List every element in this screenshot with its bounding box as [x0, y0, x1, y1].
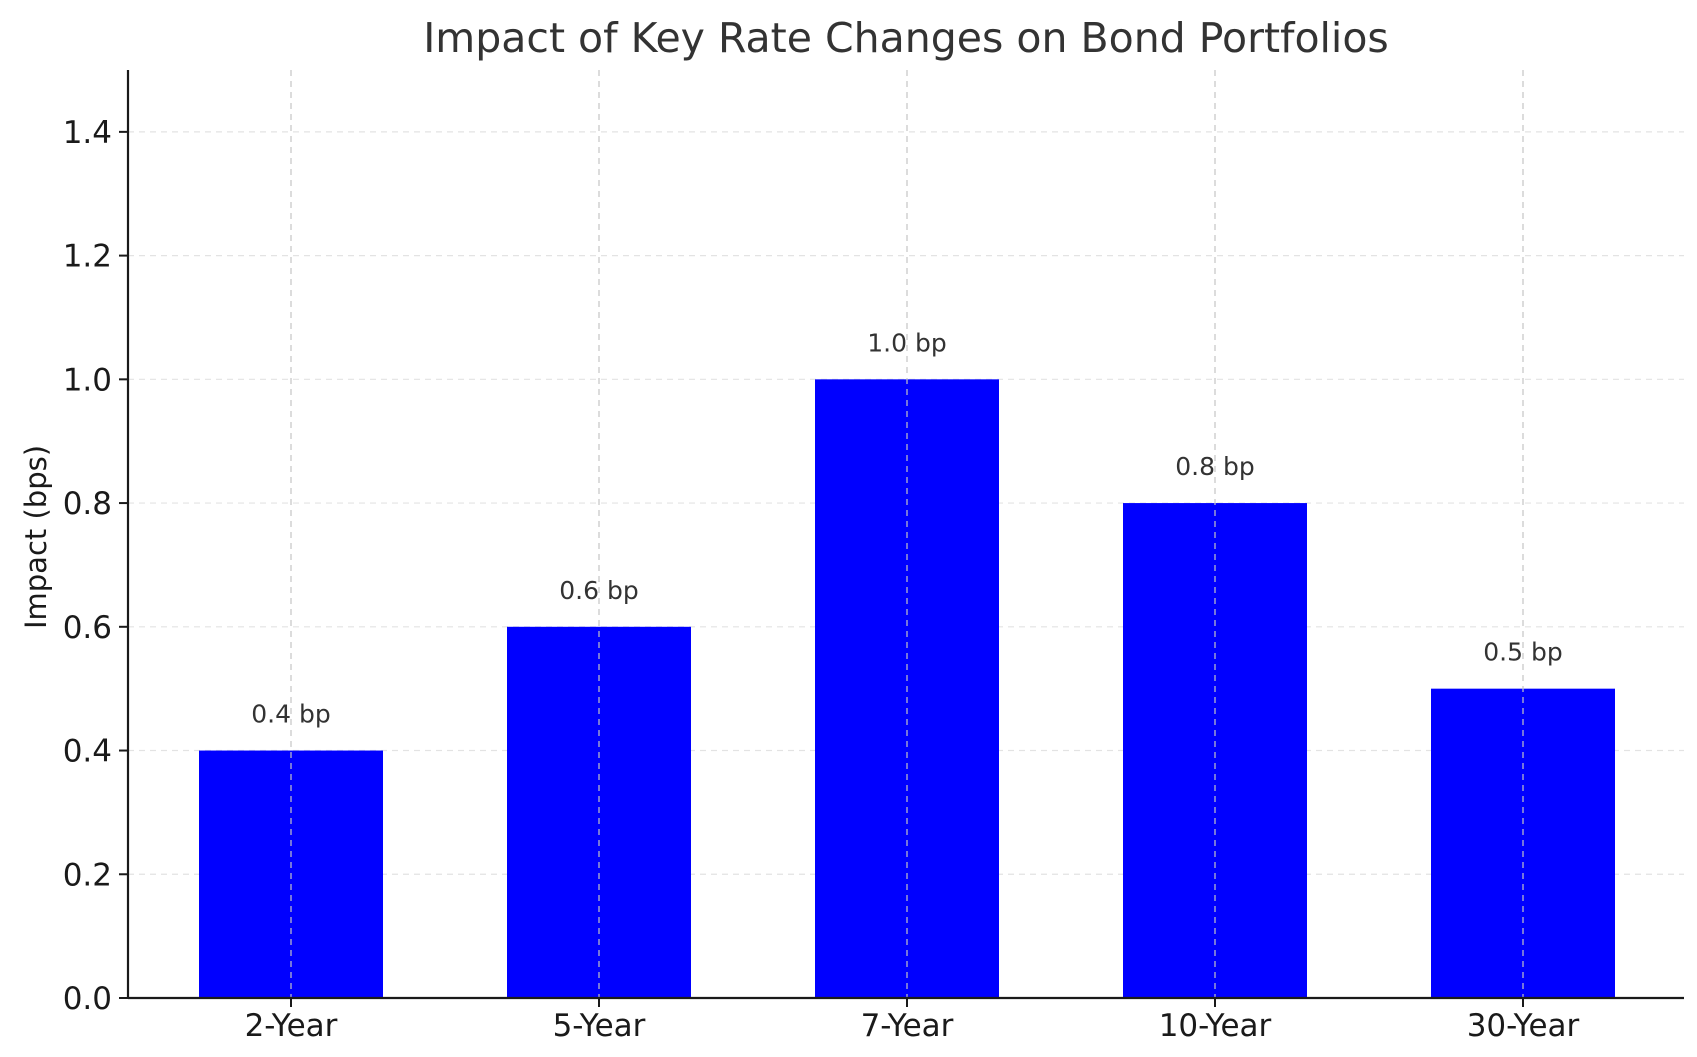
y-axis-ticks: 0.0 0.2 0.4 0.6 0.8 1.0 1.2 1.4 [63, 115, 128, 1017]
vertical-gridlines [290, 70, 1524, 998]
bar [1123, 503, 1307, 998]
y-tick-label: 1.0 [63, 362, 112, 398]
y-tick-label: 0.8 [63, 486, 112, 522]
y-tick-label: 0.2 [63, 857, 112, 893]
y-axis-label: Impact (bps) [19, 445, 53, 629]
data-labels: 0.4 bp 0.6 bp 1.0 bp 0.8 bp 0.5 bp [251, 328, 1562, 728]
y-tick-label: 1.2 [63, 239, 112, 275]
x-tick-label: 2-Year [245, 1008, 338, 1044]
y-tick-label: 0.4 [63, 734, 112, 770]
y-tick-label: 1.4 [63, 115, 112, 151]
x-tick-label: 10-Year [1159, 1008, 1272, 1044]
x-tick-label: 7-Year [861, 1008, 954, 1044]
data-label: 0.5 bp [1483, 638, 1562, 667]
x-axis-ticks: 2-Year 5-Year 7-Year 10-Year 30-Year [245, 998, 1580, 1044]
y-tick-label: 0.6 [63, 610, 112, 646]
data-label: 1.0 bp [867, 328, 946, 357]
x-tick-label: 5-Year [553, 1008, 646, 1044]
chart-title: Impact of Key Rate Changes on Bond Portf… [423, 14, 1389, 62]
data-label: 0.4 bp [251, 700, 330, 729]
y-tick-label: 0.0 [63, 981, 112, 1017]
data-label: 0.8 bp [1175, 452, 1254, 481]
x-tick-label: 30-Year [1467, 1008, 1580, 1044]
data-label: 0.6 bp [559, 576, 638, 605]
